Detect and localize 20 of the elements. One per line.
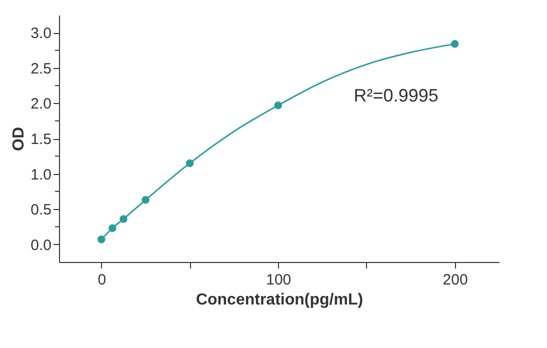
annotation: R²=0.9995 xyxy=(354,86,438,106)
y-tick-label: 2.5 xyxy=(30,60,52,78)
y-tick-label: 1.5 xyxy=(30,131,52,148)
point xyxy=(450,40,459,48)
point xyxy=(186,159,194,168)
y-tick-label: 2.0 xyxy=(30,96,52,113)
x-axis-title: Concentration(pg/mL) xyxy=(196,292,364,308)
x-tick-label: 100 xyxy=(266,272,292,288)
point xyxy=(108,224,116,232)
y-tick-label: 0.5 xyxy=(30,202,52,219)
y-tick-label: 1.0 xyxy=(30,166,52,184)
point xyxy=(98,236,106,244)
y-tick-label: 0.0 xyxy=(30,236,52,254)
x-tick-label: 200 xyxy=(442,272,468,288)
point xyxy=(274,101,282,110)
point xyxy=(120,215,128,223)
x-tick-label: 0 xyxy=(98,272,106,288)
y-axis-title: OD xyxy=(10,127,28,151)
y-tick-label: 3.0 xyxy=(30,25,52,42)
point xyxy=(142,196,150,204)
